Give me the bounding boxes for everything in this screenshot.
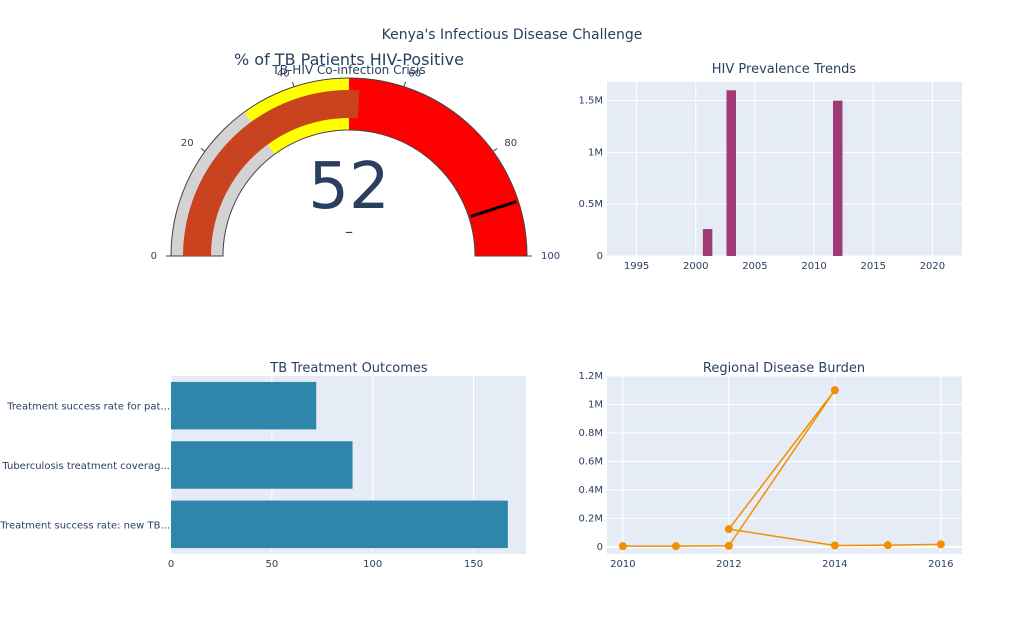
gauge-value-bar xyxy=(183,90,360,257)
regional-point xyxy=(830,386,839,395)
tb-x-tick: 0 xyxy=(168,559,174,570)
gauge-outline xyxy=(170,77,528,257)
hiv-y-tick: 0.5M xyxy=(578,199,603,210)
hiv-x-tick: 2010 xyxy=(801,261,826,272)
tb-ticks: 0 50 100 150 Treatment success rate for pat.… xyxy=(0,402,483,570)
regional-x-tick: 2016 xyxy=(928,559,953,570)
hiv-grid xyxy=(607,82,962,257)
hiv-ticks: 1995 2000 2005 2010 2015 2020 0 0.5M 1M 1.5M xyxy=(578,96,945,272)
tb-category-label: Treatment success rate for pat... xyxy=(6,402,170,413)
gauge-tick-label: 100 xyxy=(541,251,560,262)
regional-y-tick: 0.8M xyxy=(578,428,603,439)
tb-bar xyxy=(171,500,508,549)
regional-point xyxy=(830,541,839,550)
gauge-tick-mark xyxy=(403,81,407,87)
gauge-subtitle: TB-HIV Co-infection Crisis xyxy=(271,63,425,77)
tb-bar xyxy=(171,441,353,489)
hiv-y-tick: 1.5M xyxy=(578,96,603,107)
gauge-tick-mark xyxy=(492,148,498,152)
tb-x-tick: 100 xyxy=(363,559,382,570)
gauge-threshold xyxy=(470,200,517,218)
regional-point xyxy=(724,525,733,534)
regional-y-tick: 0 xyxy=(597,542,603,553)
page-title: Kenya's Infectious Disease Challenge xyxy=(382,27,643,43)
gauge-arcs xyxy=(170,77,528,257)
gauge-value: 52 xyxy=(308,150,389,224)
tb-bar xyxy=(171,381,317,430)
hiv-bar xyxy=(726,90,736,257)
tb-x-tick: 50 xyxy=(265,559,278,570)
regional-point xyxy=(724,541,733,550)
gauge-tick-label: 0 xyxy=(151,251,157,262)
gauge-tick-label: 60 xyxy=(408,68,421,79)
tb-chart-title: TB Treatment Outcomes xyxy=(269,361,428,376)
gauge-tick-mark xyxy=(291,81,295,87)
gauge-panel: 0 20 40 60 80 100 52 – TB-HIV Co-infection Cr… xyxy=(151,50,560,262)
regional-y-tick: 0.4M xyxy=(578,485,603,496)
hiv-bar xyxy=(833,100,843,257)
regional-x-tick: 2012 xyxy=(716,559,741,570)
tb-chart: 0 50 100 150 Treatment success rate for pat.… xyxy=(0,361,526,570)
regional-y-tick: 1M xyxy=(588,399,603,410)
hiv-bars xyxy=(702,90,843,257)
regional-x-tick: 2014 xyxy=(822,559,847,570)
regional-chart-title: Regional Disease Burden xyxy=(703,361,865,376)
regional-ticks: 2010 2012 2014 2016 0 0.2M 0.4M 0.6M 0.8M 1M 1.2M xyxy=(578,371,953,570)
hiv-x-tick: 1995 xyxy=(624,261,649,272)
regional-line xyxy=(618,386,945,551)
regional-point xyxy=(618,542,627,551)
tb-category-label: Treatment success rate: new TB... xyxy=(0,520,170,531)
gauge-tick-label: 80 xyxy=(504,138,517,149)
tb-category-label: Tuberculosis treatment coverag... xyxy=(1,461,170,472)
hiv-x-tick: 2005 xyxy=(742,261,767,272)
hiv-x-tick: 2000 xyxy=(683,261,708,272)
regional-point xyxy=(883,541,892,550)
hiv-x-tick: 2020 xyxy=(920,261,945,272)
regional-grid xyxy=(607,375,962,554)
hiv-y-tick: 0 xyxy=(597,251,603,262)
hiv-plot-area xyxy=(607,82,962,256)
hiv-x-tick: 2015 xyxy=(861,261,886,272)
hiv-chart: 1995 2000 2005 2010 2015 2020 0 0.5M 1M 1.5M HIV … xyxy=(578,62,962,272)
regional-point xyxy=(671,542,680,551)
regional-y-tick: 1.2M xyxy=(578,371,603,382)
regional-y-tick: 0.2M xyxy=(578,513,603,524)
gauge-title: % of TB Patients HIV-Positive xyxy=(234,50,464,69)
gauge-ticks: 0 20 40 60 80 100 xyxy=(151,68,560,262)
regional-y-tick: 0.6M xyxy=(578,456,603,467)
regional-x-tick: 2010 xyxy=(610,559,635,570)
gauge-delta: – xyxy=(345,222,353,241)
regional-point xyxy=(936,540,945,549)
hiv-chart-title: HIV Prevalence Trends xyxy=(712,62,857,77)
hiv-y-tick: 1M xyxy=(588,147,603,158)
tb-bars xyxy=(171,381,508,549)
gauge-tick-label: 40 xyxy=(277,68,290,79)
tb-x-tick: 150 xyxy=(464,559,483,570)
gauge-tick-mark xyxy=(200,148,206,152)
gauge-tick-label: 20 xyxy=(181,138,194,149)
regional-chart: 2010 2012 2014 201600.2M0.4M0.6M0.8M1M1.2M … xyxy=(578,361,962,570)
regional-series-line xyxy=(622,389,941,547)
hiv-bar xyxy=(702,229,713,256)
